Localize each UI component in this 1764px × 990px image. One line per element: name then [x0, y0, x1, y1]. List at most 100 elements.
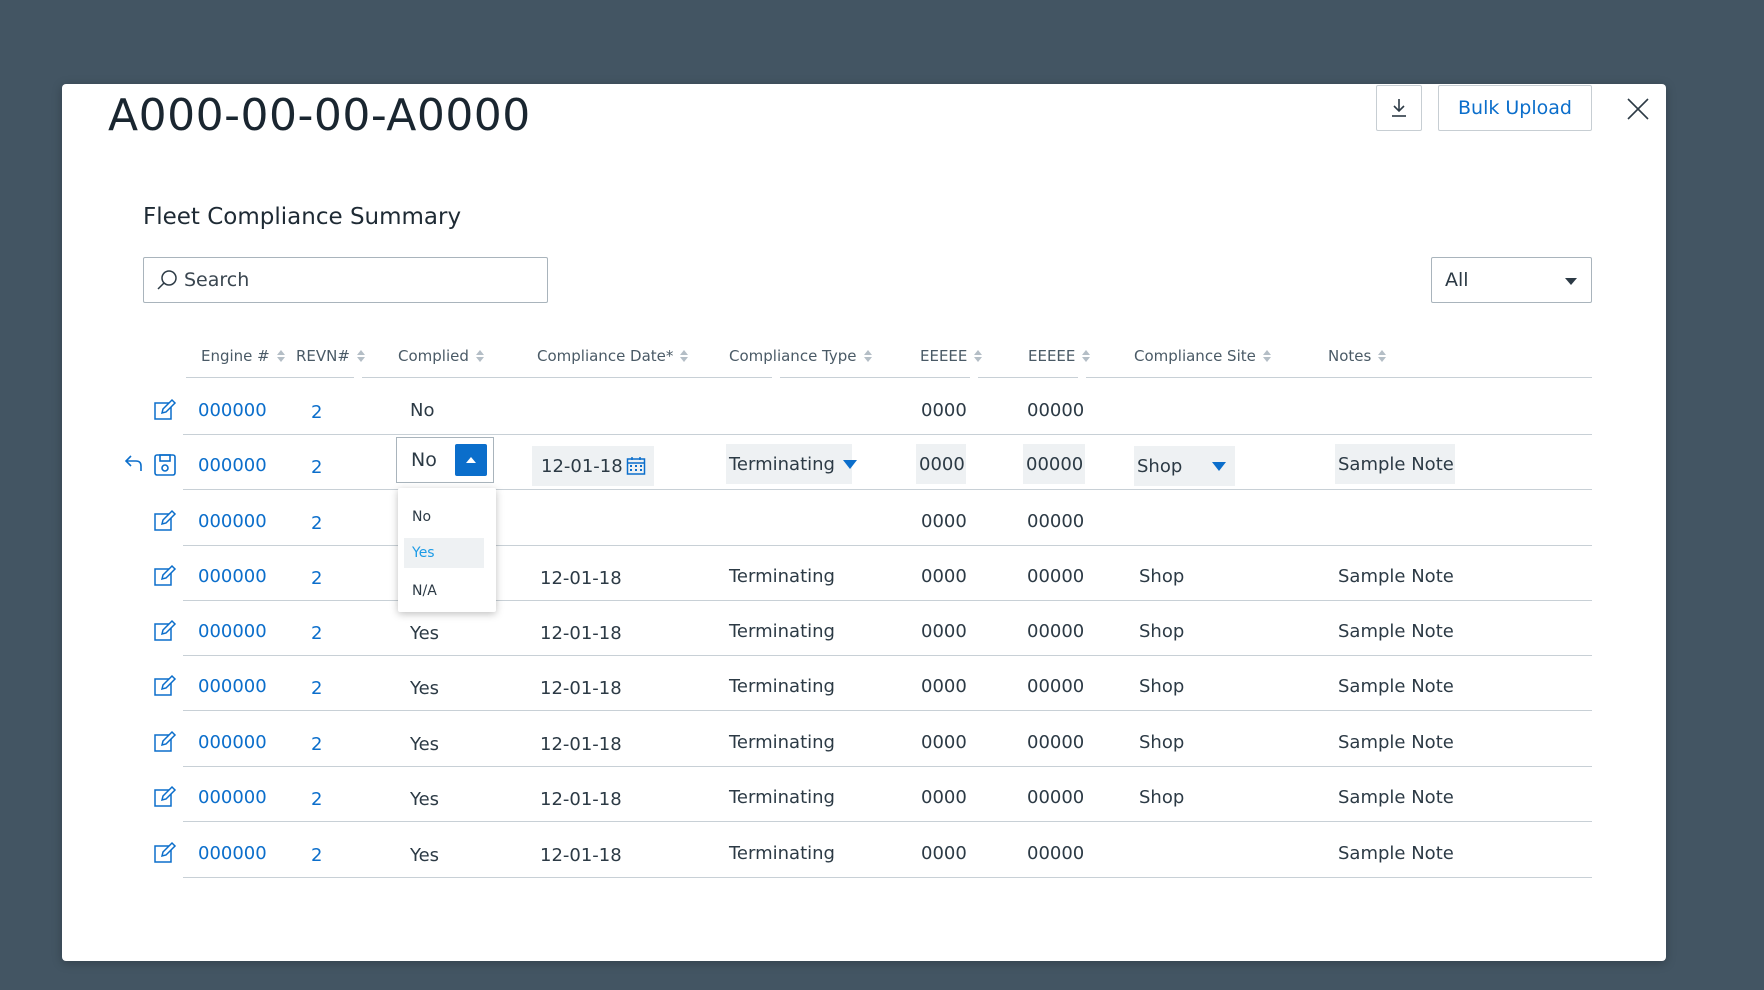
complied-dropdown-menu: No Yes N/A: [398, 488, 496, 612]
edit-icon[interactable]: [153, 841, 177, 865]
dropdown-option-na[interactable]: N/A: [412, 583, 437, 599]
eeeee-1-value: 0000: [921, 621, 967, 642]
engine-link[interactable]: 000000: [198, 843, 267, 864]
compliance-site-value: Shop: [1139, 566, 1185, 587]
close-button[interactable]: [1626, 97, 1650, 121]
col-header-compliance-date[interactable]: Compliance Date*: [537, 347, 689, 365]
dropdown-option-no[interactable]: No: [412, 509, 432, 525]
complied-select[interactable]: No: [396, 437, 494, 483]
complied-value: Yes: [410, 623, 440, 644]
compliance-site-value: Shop: [1137, 455, 1183, 477]
eeeee-2-field[interactable]: 00000: [1023, 444, 1085, 484]
modal-title: A000-00-00-A0000: [108, 90, 531, 141]
calendar-icon[interactable]: [626, 456, 646, 476]
revn-link[interactable]: 2: [311, 789, 323, 810]
download-button[interactable]: [1376, 85, 1422, 131]
complied-value: Yes: [410, 678, 440, 699]
notes-field[interactable]: Sample Note: [1335, 444, 1455, 484]
revn-link[interactable]: 2: [311, 513, 323, 534]
complied-value: Yes: [410, 789, 440, 810]
revn-link[interactable]: 2: [311, 845, 323, 866]
eeeee-2-value: 00000: [1026, 453, 1084, 475]
header-divider: [1086, 377, 1592, 378]
revn-link[interactable]: 2: [311, 623, 323, 644]
header-divider: [978, 377, 1078, 378]
row-divider: [183, 434, 1592, 435]
search-box: [143, 257, 548, 303]
engine-link[interactable]: 000000: [198, 787, 267, 808]
notes-value: Sample Note: [1338, 787, 1454, 808]
search-input[interactable]: [184, 269, 524, 291]
col-label: Compliance Date*: [537, 347, 674, 365]
row-divider: [183, 655, 1592, 656]
edit-icon[interactable]: [153, 785, 177, 809]
eeeee-1-field[interactable]: 0000: [916, 444, 966, 484]
col-header-compliance-site[interactable]: Compliance Site: [1134, 347, 1271, 365]
chevron-up-icon[interactable]: [455, 444, 487, 476]
header-divider: [186, 377, 354, 378]
undo-icon[interactable]: [124, 453, 144, 478]
row-divider: [183, 545, 1592, 546]
dropdown-option-yes[interactable]: Yes: [404, 538, 484, 568]
revn-link[interactable]: 2: [311, 568, 323, 589]
row-divider: [183, 710, 1592, 711]
col-label: Engine #: [201, 347, 270, 365]
sort-icon: [1082, 350, 1091, 362]
notes-value: Sample Note: [1338, 843, 1454, 864]
caret-down-icon: [1212, 461, 1227, 471]
engine-link[interactable]: 000000: [198, 511, 267, 532]
revn-link[interactable]: 2: [311, 678, 323, 699]
edit-icon[interactable]: [153, 509, 177, 533]
col-header-eeeee-1[interactable]: EEEEE: [920, 347, 983, 365]
col-header-eeeee-2[interactable]: EEEEE: [1028, 347, 1091, 365]
engine-link[interactable]: 000000: [198, 455, 267, 476]
table-row: 000000 2 Yes 12-01-18 Terminating 0000 00000 Sh…: [62, 601, 1666, 656]
engine-link[interactable]: 000000: [198, 676, 267, 697]
engine-link[interactable]: 000000: [198, 566, 267, 587]
save-icon[interactable]: [153, 453, 177, 477]
edit-icon[interactable]: [153, 564, 177, 588]
edit-icon[interactable]: [153, 674, 177, 698]
complied-value: Yes: [410, 845, 440, 866]
row-divider: [183, 766, 1592, 767]
notes-value: Sample Note: [1338, 566, 1454, 587]
col-header-engine[interactable]: Engine #: [201, 347, 285, 365]
edit-icon[interactable]: [153, 730, 177, 754]
revn-link[interactable]: 2: [311, 457, 323, 478]
eeeee-1-value: 0000: [921, 843, 967, 864]
eeeee-2-value: 00000: [1027, 732, 1085, 753]
compliance-type-select[interactable]: Terminating: [726, 444, 857, 484]
compliance-date-value: 12-01-18: [540, 734, 622, 755]
eeeee-2-value: 00000: [1027, 676, 1085, 697]
compliance-type-value: Terminating: [729, 676, 835, 697]
edit-icon[interactable]: [153, 398, 177, 422]
col-header-compliance-type[interactable]: Compliance Type: [729, 347, 872, 365]
header-divider: [362, 377, 772, 378]
header-divider: [780, 377, 970, 378]
sort-icon: [356, 350, 365, 362]
compliance-site-select[interactable]: Shop: [1134, 446, 1235, 486]
eeeee-2-value: 00000: [1027, 400, 1085, 421]
eeeee-1-value: 0000: [921, 566, 967, 587]
table-row: 000000 2 Yes 12-01-18 Terminating 0000 00000 Sh…: [62, 767, 1666, 822]
revn-link[interactable]: 2: [311, 402, 323, 423]
table-row: 000000 2 Yes 12-01-18 Terminating 0000 00000 Sh…: [62, 712, 1666, 767]
revn-link[interactable]: 2: [311, 734, 323, 755]
filter-select[interactable]: All: [1431, 257, 1592, 303]
col-header-notes[interactable]: Notes: [1328, 347, 1387, 365]
sort-icon: [475, 350, 484, 362]
compliance-date-value: 12-01-18: [540, 623, 622, 644]
col-header-complied[interactable]: Complied: [398, 347, 484, 365]
engine-link[interactable]: 000000: [198, 400, 267, 421]
compliance-site-value: Shop: [1139, 787, 1185, 808]
engine-link[interactable]: 000000: [198, 621, 267, 642]
close-icon: [1627, 98, 1649, 120]
bulk-upload-button[interactable]: Bulk Upload: [1438, 85, 1592, 131]
date-field[interactable]: 12-01-18: [532, 446, 654, 486]
eeeee-2-value: 00000: [1027, 621, 1085, 642]
compliance-type-value: Terminating: [729, 453, 835, 475]
engine-link[interactable]: 000000: [198, 732, 267, 753]
col-header-revn[interactable]: REVN#: [296, 347, 365, 365]
eeeee-2-value: 00000: [1027, 787, 1085, 808]
edit-icon[interactable]: [153, 619, 177, 643]
